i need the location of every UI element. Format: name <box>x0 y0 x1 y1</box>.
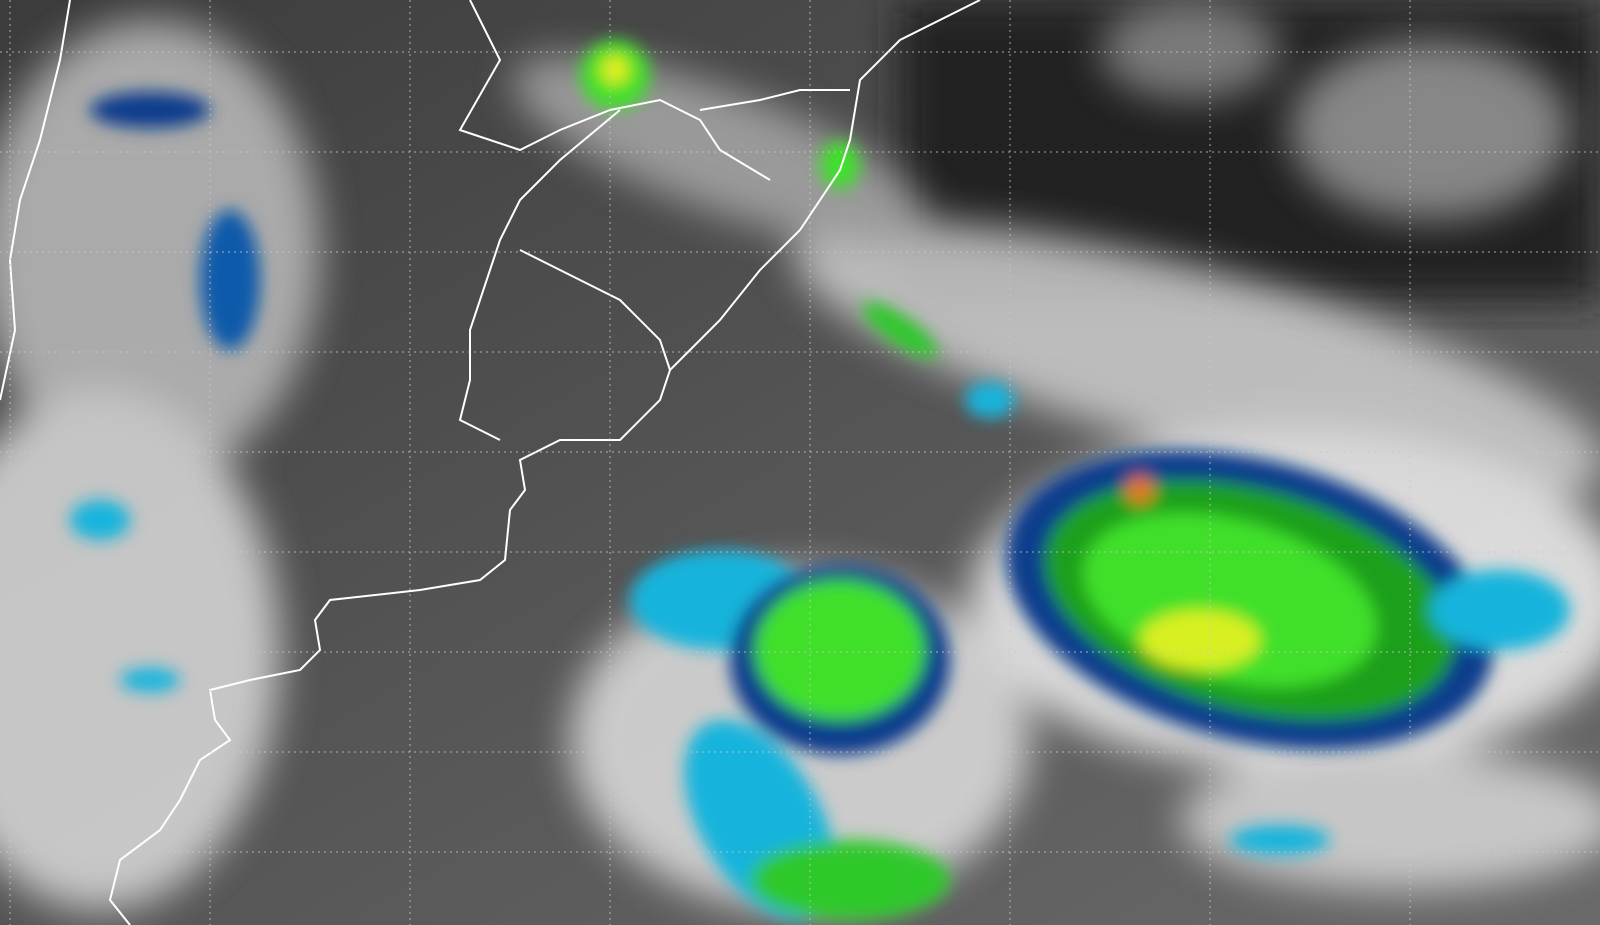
convective-storms <box>70 40 1570 920</box>
political-borders <box>0 0 981 925</box>
